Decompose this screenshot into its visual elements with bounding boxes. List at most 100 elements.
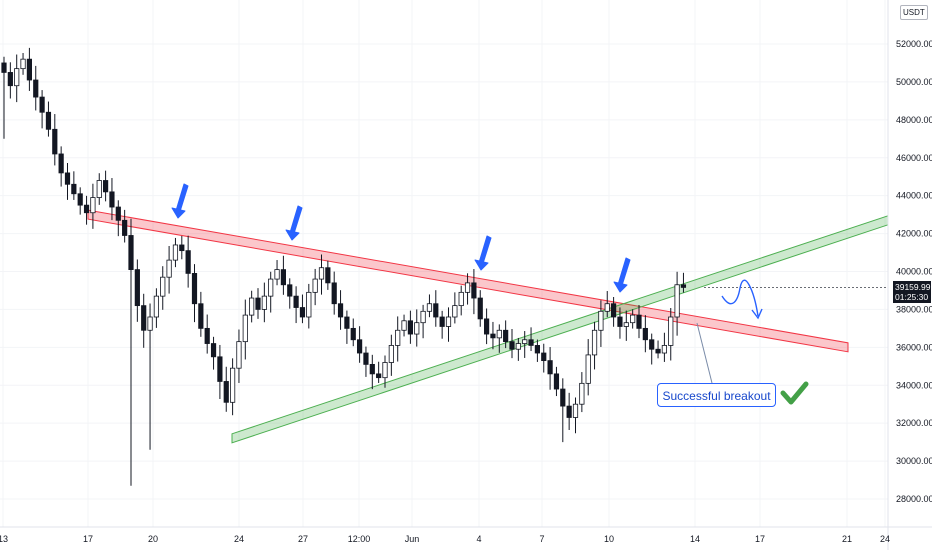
candle-body [509,341,515,350]
candle-body [604,303,610,312]
candle-body [198,303,204,329]
candle-body [515,343,521,350]
candle-body [312,278,318,293]
candle-body [160,276,166,297]
touch-arrow-2 [285,205,303,241]
candles [1,47,888,486]
x-tick-label: 12:00 [348,534,371,544]
candle-body [255,297,261,310]
candle-body [407,320,414,335]
x-tick-label: 4 [476,534,481,544]
x-tick-label: 24 [880,534,890,544]
candle-body [611,303,617,318]
x-tick-label: 14 [690,534,700,544]
candle-body [496,329,502,339]
candle-body [191,272,198,305]
candle-body [642,327,648,341]
candle-body [344,316,350,329]
y-tick-label: 40000.00 [896,267,932,277]
candle-body [77,193,83,206]
candle-body [522,339,528,344]
unit-label[interactable]: USDT [900,5,928,20]
candle-body [464,282,471,293]
candle-body [433,303,439,318]
candle-body [261,295,267,310]
candle-body [325,267,331,284]
candle-body [280,269,287,286]
candle-body [337,303,344,318]
candle-body [318,267,325,280]
time-axis[interactable]: 13 17 20 24 27 12:00 Jun 4 7 10 14 17 21 24 [0,526,932,544]
check-icon [780,381,809,405]
candle-body [52,128,58,155]
candle-body [236,341,242,369]
candle-body [179,244,185,252]
candle-body [541,352,547,362]
candle-body [274,269,280,280]
candle-body [636,314,642,329]
last-price-tag: 39159.99 01:25:30 [893,281,931,303]
candle-body [210,343,217,358]
candle-body [103,180,109,193]
last-price: 39159.99 [895,282,931,292]
candle-body [229,367,236,403]
x-tick-label: 17 [755,534,765,544]
touch-arrow-4 [613,257,631,293]
candle-body [217,356,223,382]
candle-body [204,327,210,344]
y-tick-label: 34000.00 [896,380,932,390]
candle-body [363,352,369,365]
countdown: 01:25:30 [895,292,929,302]
candle-body [655,348,661,354]
y-tick-label: 50000.00 [896,77,932,87]
candle-body [26,58,33,81]
candle-body [83,204,90,214]
candle-body [223,381,229,403]
y-tick-label: 30000.00 [896,456,932,466]
grid [0,0,888,527]
candle-body [483,318,490,335]
candle-body [64,172,71,185]
candle-body [401,320,407,331]
candle-body [674,284,680,318]
candle-body [109,191,115,208]
forecast-curve [721,279,759,317]
candle-body [1,62,7,73]
candle-body [122,219,128,236]
y-tick-label: 38000.00 [896,304,932,314]
candle-body [661,345,668,354]
check-stroke [780,381,809,405]
candle-body [458,291,464,307]
y-tick-label: 32000.00 [896,418,932,428]
candle-body [439,316,445,327]
candle-body [503,329,509,343]
candle-body [331,282,337,305]
y-tick-label: 36000.00 [896,342,932,352]
y-tick-label: 46000.00 [896,153,932,163]
x-tick-label: 21 [842,534,852,544]
forecast-arrowhead [751,308,763,320]
candle-body [141,305,147,331]
candle-body [376,373,382,379]
price-axis[interactable]: 52000.00 50000.00 48000.00 46000.00 44000.00… [887,0,932,550]
candle-body [426,303,433,312]
candle-body [395,329,401,346]
candle-body [33,79,39,98]
candle-body [128,235,134,271]
x-tick-label: 20 [148,534,158,544]
candle-body [299,307,306,318]
candle-body [414,322,420,335]
x-tick-label: Jun [405,534,420,544]
candle-body [185,250,191,274]
candle-body [306,291,312,318]
candle-body [591,329,598,356]
candle-body [534,345,541,354]
callout-line [696,322,713,384]
candle-body [579,382,585,405]
candle-body [649,339,655,350]
y-tick-label: 44000.00 [896,191,932,201]
candle-body [172,244,179,261]
candle-body [668,316,674,346]
candle-body [134,269,140,307]
